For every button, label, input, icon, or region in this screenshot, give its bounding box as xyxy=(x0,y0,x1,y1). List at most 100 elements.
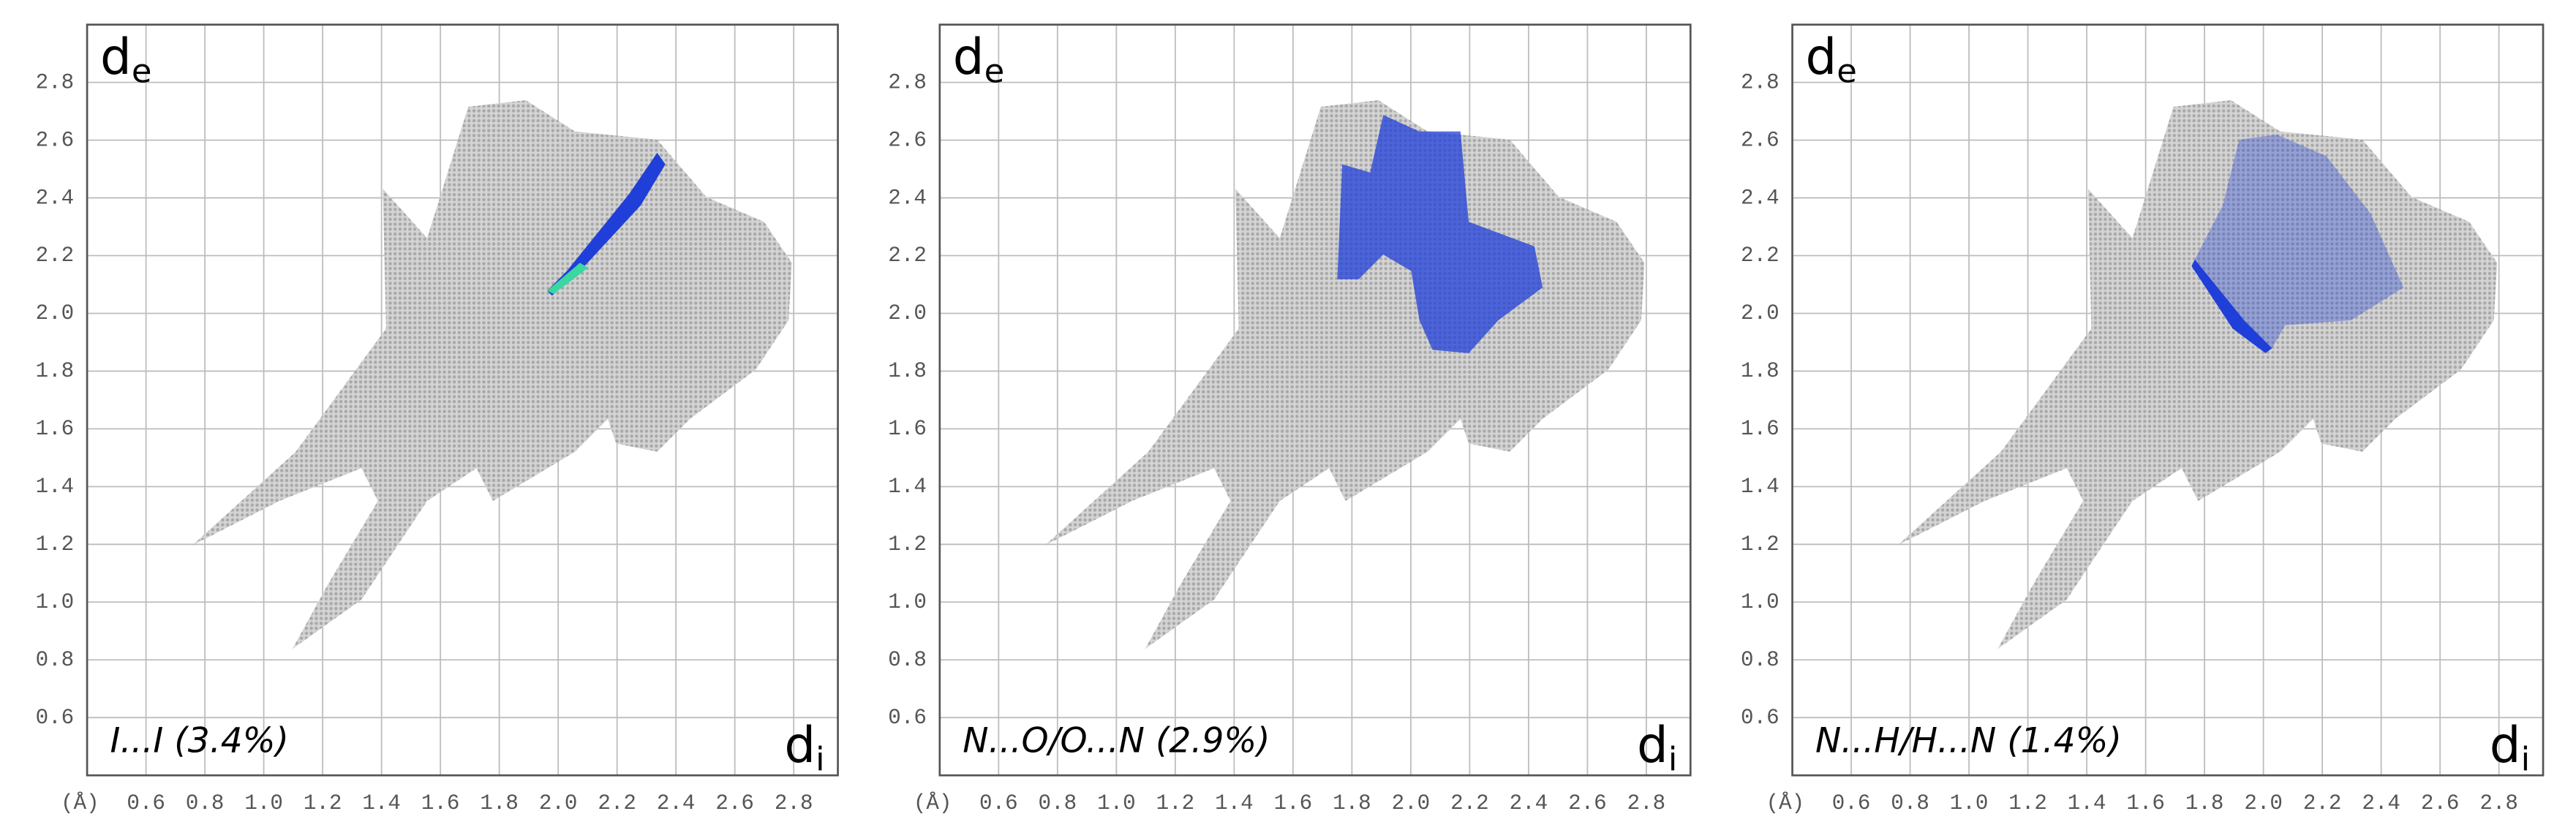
x-tick-label: 0.8 xyxy=(1891,791,1929,815)
annotation: I...I (3.4%) xyxy=(110,721,289,761)
x-tick-label: 0.6 xyxy=(1832,791,1871,815)
x-axis-label-sub: i xyxy=(1668,739,1677,778)
highlight-region xyxy=(1337,115,1543,353)
y-tick-label: 2.6 xyxy=(888,128,927,152)
y-tick-label: 1.8 xyxy=(888,359,927,383)
x-axis-label-sub: i xyxy=(2521,739,2530,778)
y-tick-label: 2.2 xyxy=(1741,244,1780,268)
x-tick-label: 0.8 xyxy=(1039,791,1077,815)
cloud-shape xyxy=(1897,100,2498,649)
y-axis-label: de xyxy=(953,28,1004,90)
x-tick-label: 2.4 xyxy=(1510,791,1548,815)
x-axis-label-sub: i xyxy=(816,739,824,778)
y-axis-label-sub: e xyxy=(1837,51,1857,90)
annotation: N...O/O...N (2.9%) xyxy=(963,721,1270,761)
y-tick-label: 0.8 xyxy=(888,648,927,672)
y-tick-label: 0.8 xyxy=(36,648,75,672)
x-tick-label: 1.6 xyxy=(1274,791,1313,815)
x-tick-label: 2.0 xyxy=(2244,791,2283,815)
y-tick-label: 2.2 xyxy=(888,244,927,268)
y-tick-label: 1.0 xyxy=(36,590,75,614)
y-tick-label: 2.4 xyxy=(888,186,927,210)
point-cloud xyxy=(1897,100,2498,649)
y-tick-label: 1.0 xyxy=(1741,590,1780,614)
x-tick-label: 1.6 xyxy=(2126,791,2165,815)
y-tick-label: 0.6 xyxy=(36,706,75,730)
cloud-shape xyxy=(192,100,792,649)
annotation: N...H/H...N (1.4%) xyxy=(1815,721,2122,761)
x-tick-label: 1.8 xyxy=(480,791,519,815)
y-tick-label: 1.2 xyxy=(1741,532,1780,557)
y-tick-label: 2.4 xyxy=(1741,186,1780,210)
x-tick-label: 0.6 xyxy=(979,791,1018,815)
x-axis-label: di xyxy=(2490,716,2530,778)
y-tick-label: 0.6 xyxy=(1741,706,1780,730)
x-tick-label: 2.6 xyxy=(2421,791,2460,815)
y-tick-label: 1.4 xyxy=(1741,475,1780,499)
panel: 0.6 0.8 1.0 1.2 1.4 1.6 1.8 2.0 2.2 2.4 2.6 2.8 0.6 0… xyxy=(1741,23,2545,815)
plot-frame xyxy=(86,23,839,777)
x-tick-label: 2.0 xyxy=(1392,791,1431,815)
y-tick-label: 2.6 xyxy=(1741,128,1780,152)
x-tick-label: 1.2 xyxy=(1156,791,1195,815)
x-unit: (Å) xyxy=(61,791,99,815)
x-tick-label: 2.8 xyxy=(775,791,813,815)
y-tick-label: 1.6 xyxy=(36,417,75,441)
highlight-region xyxy=(2191,259,2272,353)
panel: 0.6 0.8 1.0 1.2 1.4 1.6 1.8 2.0 2.2 2.4 2.6 2.8 0.6 0… xyxy=(36,23,839,815)
x-tick-label: 2.6 xyxy=(715,791,754,815)
x-tick-label: 1.0 xyxy=(244,791,283,815)
y-axis-label-sub: e xyxy=(984,51,1005,90)
x-axis-label-main: d xyxy=(2490,716,2521,774)
y-tick-label: 0.8 xyxy=(1741,648,1780,672)
x-axis-label: di xyxy=(1637,716,1677,778)
y-tick-label: 2.0 xyxy=(36,301,75,325)
y-tick-label: 1.6 xyxy=(888,417,927,441)
x-tick-label: 1.8 xyxy=(2185,791,2224,815)
y-tick-label: 2.6 xyxy=(36,128,75,152)
y-tick-label: 1.8 xyxy=(1741,359,1780,383)
point-cloud xyxy=(1044,100,1645,649)
x-tick-label: 1.0 xyxy=(1950,791,1989,815)
highlight-region xyxy=(2194,135,2404,349)
x-tick-label: 1.2 xyxy=(304,791,342,815)
y-tick-label: 2.2 xyxy=(36,244,75,268)
x-tick-label: 2.4 xyxy=(2362,791,2400,815)
y-tick-label: 2.0 xyxy=(1741,301,1780,325)
y-tick-label: 1.0 xyxy=(888,590,927,614)
x-tick-label: 1.6 xyxy=(421,791,460,815)
x-tick-label: 2.2 xyxy=(2303,791,2342,815)
y-axis-label-main: d xyxy=(953,28,984,86)
y-tick-label: 2.0 xyxy=(888,301,927,325)
x-axis-label-main: d xyxy=(784,716,816,774)
y-tick-label: 1.6 xyxy=(1741,417,1780,441)
y-tick-label: 1.2 xyxy=(36,532,75,557)
y-tick-label: 1.4 xyxy=(36,475,75,499)
y-tick-label: 2.8 xyxy=(1741,70,1780,94)
y-axis-label-sub: e xyxy=(132,51,152,90)
x-tick-label: 0.8 xyxy=(186,791,225,815)
y-axis-label: de xyxy=(1806,28,1857,90)
y-axis-label-main: d xyxy=(1806,28,1837,86)
x-tick-label: 0.6 xyxy=(127,791,165,815)
x-axis-label: di xyxy=(784,716,824,778)
y-tick-label: 1.8 xyxy=(36,359,75,383)
x-tick-label: 1.4 xyxy=(1215,791,1254,815)
x-tick-label: 2.8 xyxy=(2479,791,2518,815)
x-tick-label: 1.2 xyxy=(2008,791,2047,815)
x-tick-label: 2.4 xyxy=(657,791,696,815)
y-tick-label: 2.8 xyxy=(888,70,927,94)
x-tick-label: 1.4 xyxy=(2068,791,2106,815)
y-axis-label-main: d xyxy=(100,28,132,86)
y-axis-label: de xyxy=(100,28,151,90)
plot-frame xyxy=(1791,23,2545,777)
x-tick-label: 1.4 xyxy=(362,791,401,815)
x-tick-label: 2.2 xyxy=(598,791,636,815)
y-tick-label: 1.2 xyxy=(888,532,927,557)
x-unit: (Å) xyxy=(1766,791,1805,815)
x-tick-label: 2.2 xyxy=(1450,791,1489,815)
x-tick-label: 2.8 xyxy=(1627,791,1666,815)
y-tick-label: 2.8 xyxy=(36,70,75,94)
x-tick-label: 2.6 xyxy=(1568,791,1607,815)
